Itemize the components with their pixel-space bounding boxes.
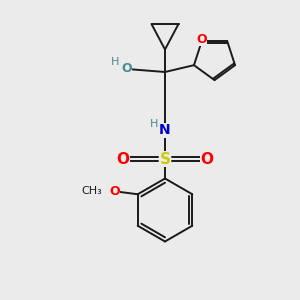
Text: O: O [122,62,132,76]
Text: H: H [150,119,159,130]
Text: O: O [196,33,207,46]
Text: O: O [200,152,214,166]
Text: O: O [116,152,130,166]
Text: CH₃: CH₃ [82,186,102,196]
Text: O: O [109,185,120,198]
Text: N: N [159,124,171,137]
Text: H: H [111,57,120,68]
Text: S: S [160,152,170,166]
